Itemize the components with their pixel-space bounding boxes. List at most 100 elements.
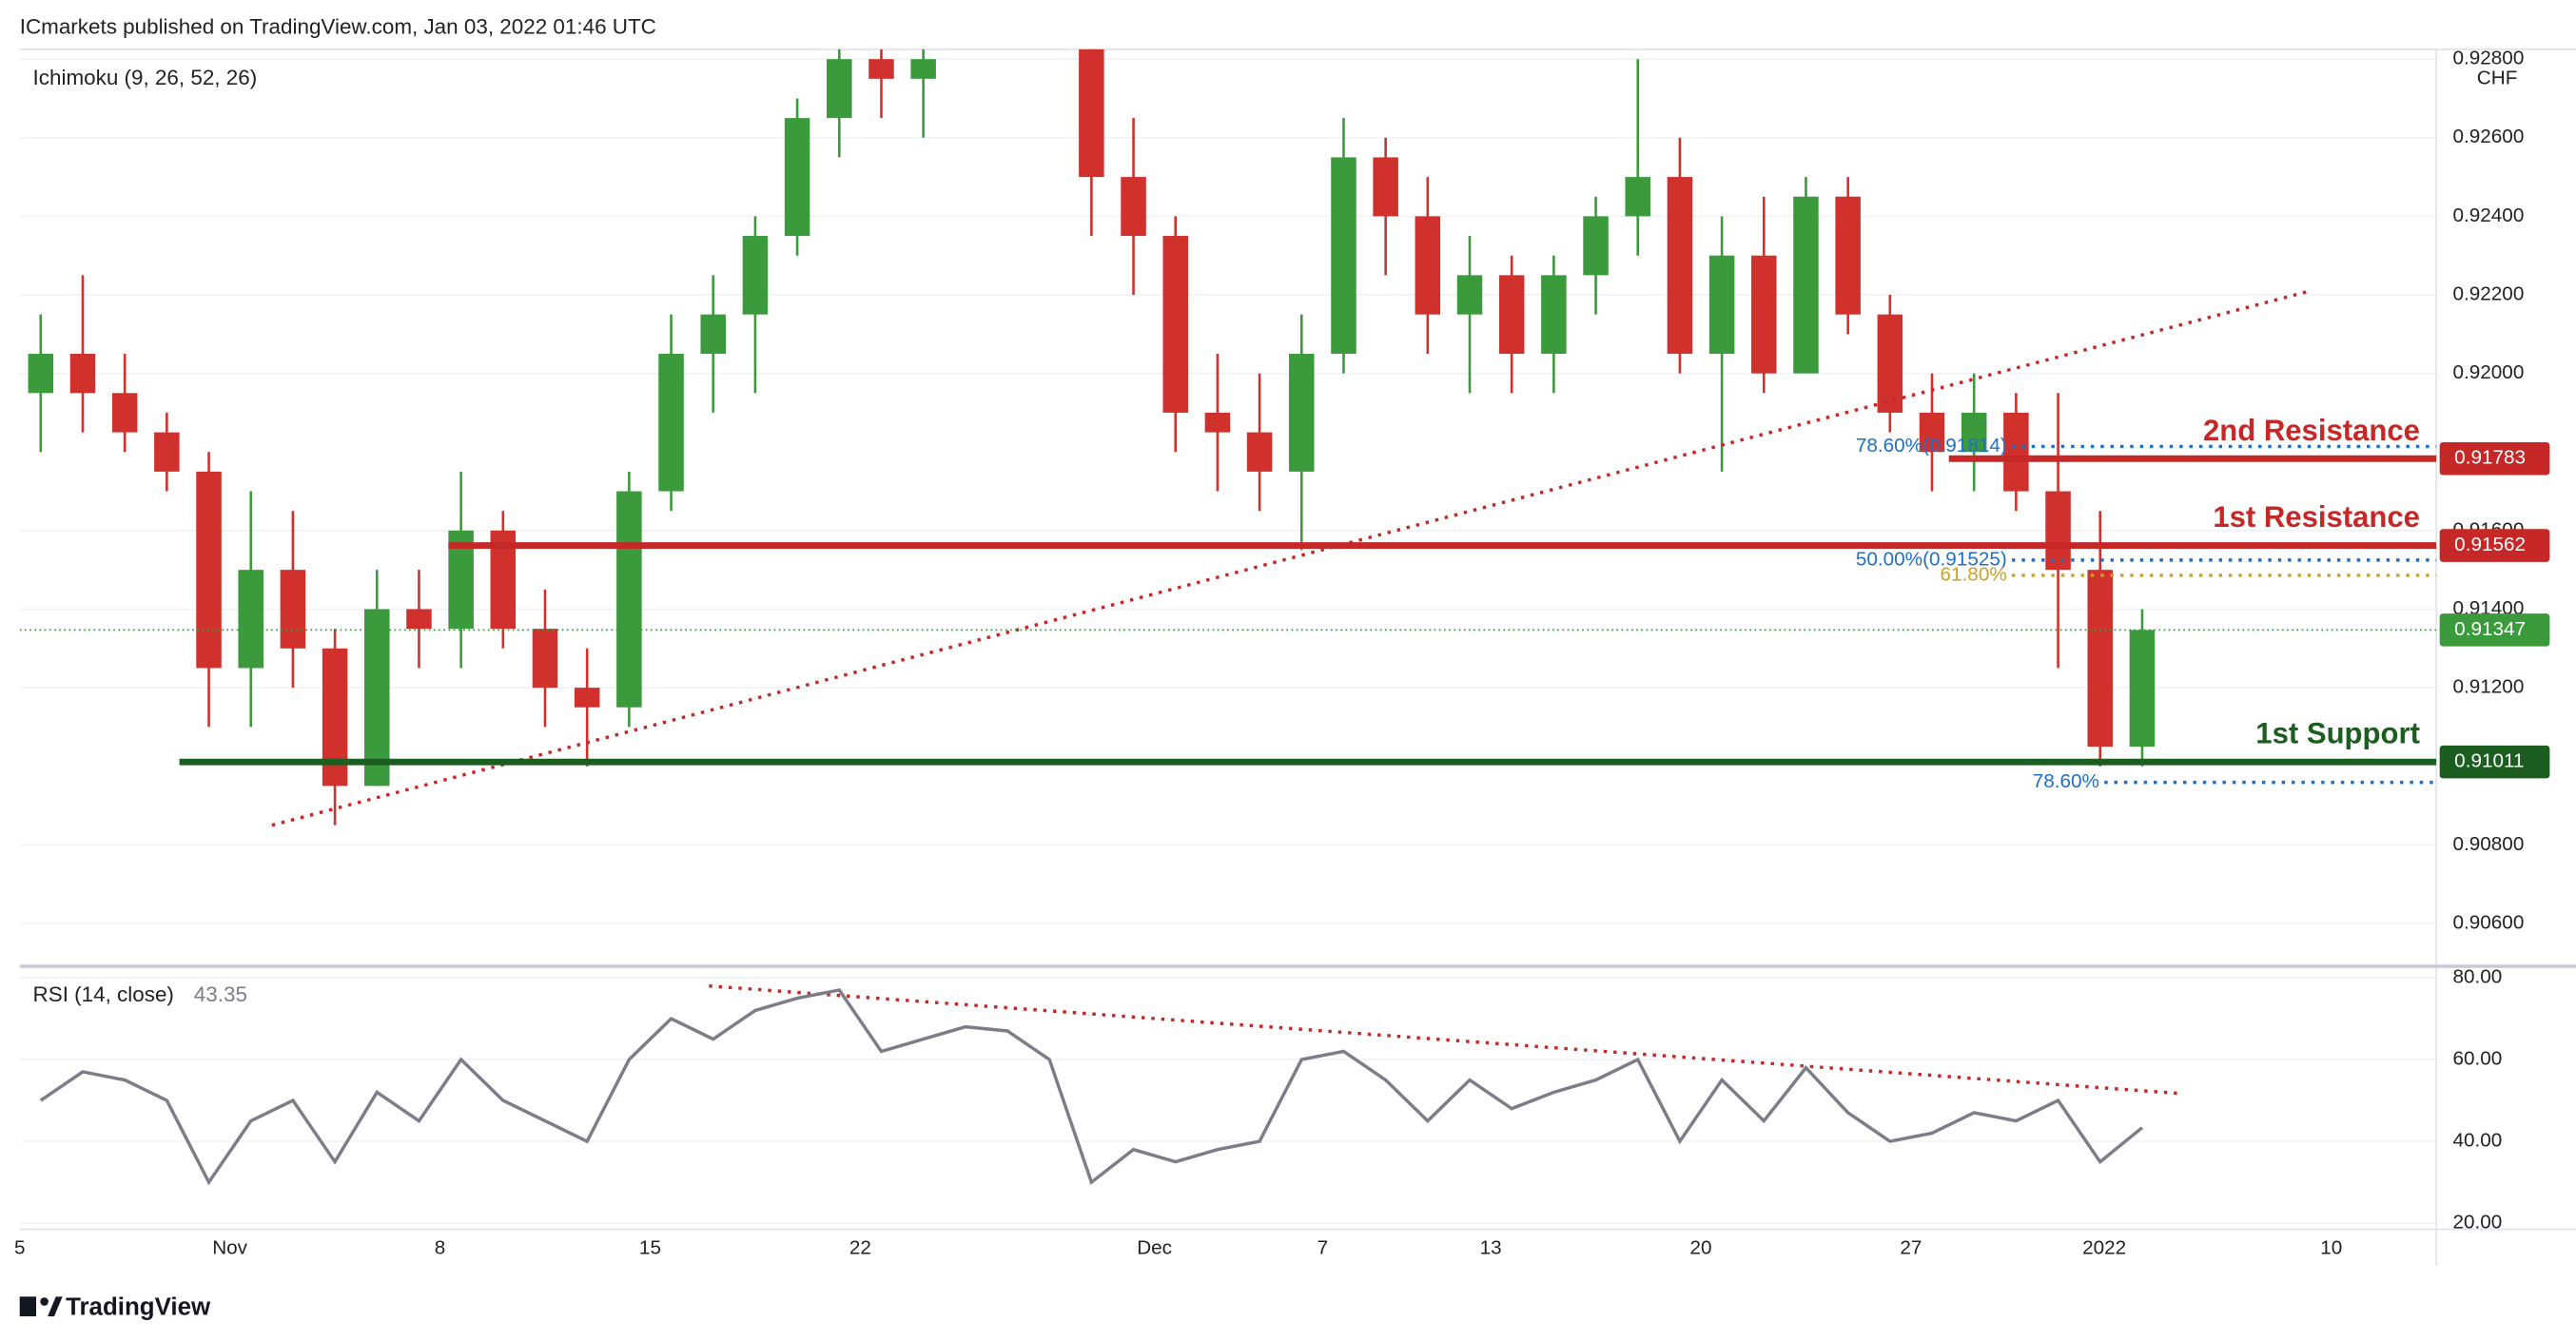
candle-body (1037, 0, 1063, 40)
candle-body (1541, 275, 1567, 354)
currency: CHF (2477, 67, 2518, 88)
candle-body (2003, 412, 2029, 492)
logo-mark (48, 1296, 63, 1317)
y-tick-label: 0.92400 (2452, 204, 2524, 226)
candle-body (1708, 255, 1735, 354)
candle-body (910, 59, 936, 79)
candle-body (868, 59, 894, 79)
candle-body (111, 393, 138, 433)
candle-body (196, 471, 222, 669)
candle-body (1498, 275, 1525, 354)
candle-body (1289, 353, 1315, 472)
candle-body (700, 314, 726, 354)
y-tick-label: 40.00 (2452, 1130, 2502, 1152)
candle-body (2087, 570, 2113, 748)
y-tick-label: 0.92600 (2452, 126, 2524, 147)
level-badge (2439, 529, 2550, 562)
axes: 0.928000.926000.924000.922000.920000.916… (14, 48, 2550, 1259)
x-tick-label: Dec (1137, 1237, 1172, 1259)
footer-brand: TradingView (66, 1293, 211, 1320)
level-badge (2439, 745, 2550, 779)
level-badge-label: 0.91562 (2454, 534, 2526, 555)
x-tick-label: 20 (1689, 1237, 1711, 1259)
candle-body (1162, 236, 1188, 413)
fib-label: 61.80% (1941, 563, 2007, 585)
candle-body (1667, 177, 1693, 354)
candle-body (154, 432, 180, 472)
rsi-pane (19, 977, 2437, 1224)
price-badge (2439, 613, 2550, 647)
candle-body (1121, 177, 1146, 237)
fib-label: 50.00%(0.91525) (1856, 548, 2007, 570)
trendline (271, 289, 2312, 827)
candle-body (1919, 412, 1945, 453)
candle-body (322, 648, 348, 787)
x-tick-label: 10 (2320, 1237, 2342, 1259)
logo-mark (40, 1297, 49, 1306)
candle-body (406, 609, 432, 630)
logo-mark (19, 1296, 36, 1317)
candle-body (364, 609, 390, 787)
price-badge-label: 0.91347 (2454, 618, 2526, 640)
fib-label: 78.60%(0.91814) (1856, 435, 2007, 457)
candle-body (1246, 432, 1273, 472)
publisher: ICmarkets published on TradingView.com, … (20, 14, 656, 38)
candle-body (1751, 255, 1777, 374)
candle-body (742, 236, 769, 315)
y-tick-label: 0.90800 (2452, 833, 2524, 855)
candle-body (1625, 177, 1650, 217)
candle-body (784, 118, 810, 237)
y-tick-label: 20.00 (2452, 1212, 2502, 1234)
candle-body (238, 570, 263, 669)
x-tick-label: 15 (639, 1237, 661, 1259)
candle-body (1835, 196, 1861, 315)
indicator-title: Ichimoku (9, 26, 52, 26) (33, 66, 258, 89)
logo (19, 1296, 63, 1317)
candle-body (827, 59, 852, 119)
y-tick-label: 0.92000 (2452, 361, 2524, 383)
candle-body (1415, 216, 1441, 315)
level-name: 2nd Resistance (2203, 414, 2420, 447)
x-tick-label: 13 (1480, 1237, 1502, 1259)
candle-body (1793, 196, 1819, 374)
candle-body (574, 688, 600, 708)
y-tick-label: 0.92800 (2452, 48, 2524, 69)
level-name: 1st Resistance (2213, 500, 2420, 534)
candle-body (1373, 157, 1398, 217)
rsi-last: 43.35 (194, 982, 247, 1006)
level-badge-label: 0.91783 (2454, 447, 2526, 469)
candle-body (1456, 275, 1483, 315)
candle-body (616, 491, 642, 708)
y-tick-label: 80.00 (2452, 966, 2502, 988)
candle-body (1079, 49, 1104, 178)
level-badge-label: 0.91011 (2454, 750, 2524, 772)
fib-label: 78.60% (2033, 770, 2099, 792)
candle-body (1204, 412, 1231, 433)
rsi-title: RSI (14, close) (33, 982, 174, 1006)
y-tick-label: 60.00 (2452, 1048, 2502, 1070)
x-tick-label: 27 (1900, 1237, 1922, 1259)
candle-body (1877, 314, 1903, 413)
candle-body (2129, 630, 2156, 748)
level-badge (2439, 441, 2550, 476)
x-tick-label: 8 (435, 1237, 446, 1259)
candle-body (280, 570, 306, 649)
candle-body (69, 353, 96, 394)
rsi-line (39, 988, 2144, 1186)
main-pane (19, 0, 2437, 924)
candle-body (2045, 491, 2071, 571)
level-name: 1st Support (2255, 717, 2420, 750)
candle-body (28, 353, 54, 394)
y-tick-label: 0.90600 (2452, 911, 2524, 933)
x-tick-label: 5 (14, 1237, 26, 1259)
x-tick-label: Nov (212, 1237, 247, 1259)
candle-body (1331, 157, 1356, 354)
x-tick-label: 2022 (2082, 1237, 2126, 1259)
candle-body (532, 629, 558, 689)
candle-body (1961, 412, 1987, 453)
y-tick-label: 0.92200 (2452, 282, 2524, 304)
x-tick-label: 22 (849, 1237, 871, 1259)
x-tick-label: 7 (1317, 1237, 1329, 1259)
candle-body (1583, 216, 1609, 276)
